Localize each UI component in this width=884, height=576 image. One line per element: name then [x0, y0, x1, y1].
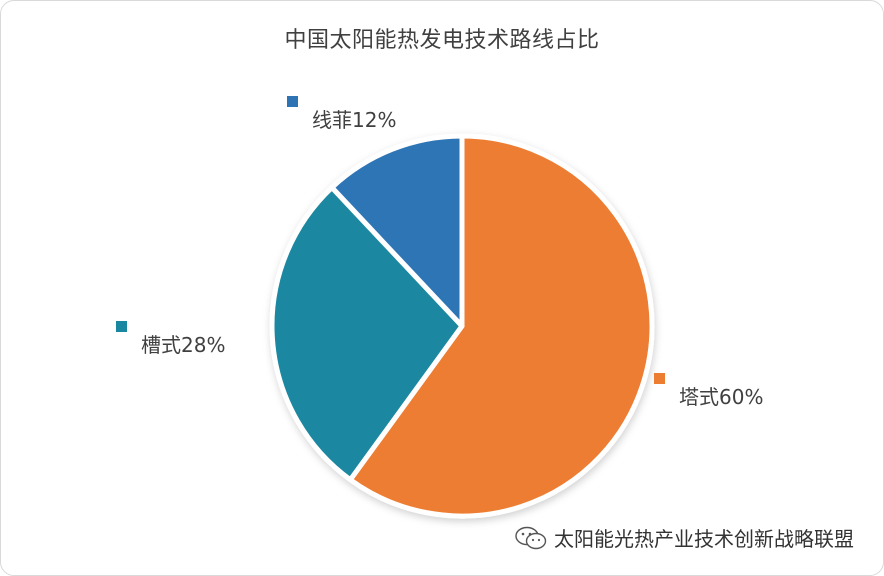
- legend-label-tower: 塔式60%: [679, 385, 764, 409]
- chart-title: 中国太阳能热发电技术路线占比: [284, 28, 600, 53]
- legend-swatch-trough: [116, 321, 127, 332]
- pie-slice-trough: [269, 184, 465, 483]
- legend-item-fresnel: 线菲12%: [287, 96, 396, 133]
- legend-item-trough: 槽式28%: [116, 321, 225, 358]
- legend-label-fresnel: 线菲12%: [312, 108, 397, 132]
- legend-item-tower: 塔式60%: [654, 373, 763, 410]
- wechat-icon: [515, 526, 547, 549]
- legend-swatch-fresnel: [287, 96, 298, 107]
- legend-label-trough: 槽式28%: [141, 333, 226, 357]
- pie-slice-fresnel: [329, 133, 465, 329]
- legend-swatch-tower: [654, 373, 665, 384]
- watermark-text: 太阳能光热产业技术创新战略联盟: [554, 527, 854, 551]
- watermark: 太阳能光热产业技术创新战略联盟: [514, 523, 854, 552]
- pie-slice-tower: [347, 133, 655, 519]
